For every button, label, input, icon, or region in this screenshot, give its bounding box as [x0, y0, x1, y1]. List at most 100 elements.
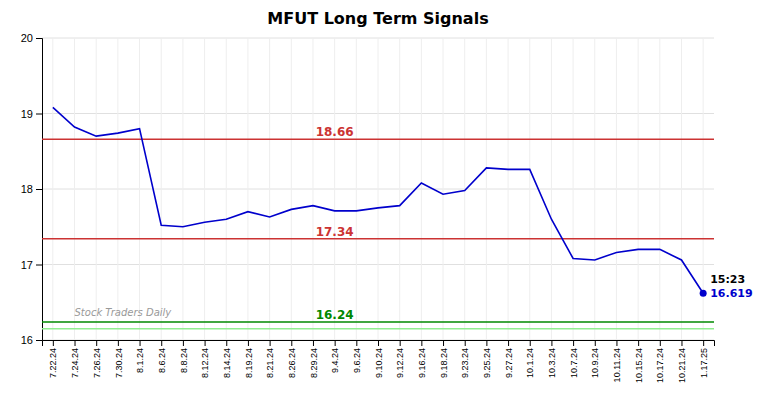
grid-line-x	[638, 38, 639, 340]
tick-label: 16	[21, 334, 33, 346]
grid-line-x	[247, 38, 248, 340]
grid-line-x	[139, 38, 140, 340]
data-line	[53, 107, 703, 293]
tick-mark	[421, 340, 422, 346]
tick-mark	[140, 340, 141, 346]
tick-mark	[226, 340, 227, 346]
tick-mark	[551, 340, 552, 346]
tick-label: 9.6.24	[352, 348, 362, 373]
tick-label: 17	[21, 259, 33, 271]
grid-line-x	[161, 38, 162, 340]
x-tick: 10.7.24	[569, 340, 579, 378]
tick-label: 9.12.24	[395, 348, 405, 378]
point-annotation: 16.619	[710, 287, 752, 300]
chart: 16 17 18 19 20 7.22.24 7.24.24 7.26.24 7.30.24 8.…	[0, 0, 784, 398]
tick-mark	[465, 340, 466, 346]
tick-mark	[161, 340, 162, 346]
tick-label: 9.16.24	[417, 348, 427, 378]
tick-mark	[36, 265, 42, 266]
grid-line-x	[117, 38, 118, 340]
tick-mark	[616, 340, 617, 346]
x-axis: 7.22.24 7.24.24 7.26.24 7.30.24 8.1.24 8.6.24…	[43, 340, 715, 383]
tick-mark	[36, 340, 42, 341]
x-tick: 9.27.24	[504, 340, 514, 378]
grid-line-x	[573, 38, 574, 340]
tick-label: 8.29.24	[309, 348, 319, 378]
tick-label: 7.22.24	[48, 348, 58, 378]
grid-line-x	[616, 38, 617, 340]
tick-label: 10.11.24	[612, 348, 622, 382]
grid-line-x	[356, 38, 357, 340]
reference-line	[42, 321, 714, 323]
grid-line-x	[378, 38, 379, 340]
y-tick: 20	[21, 32, 42, 44]
reference-line	[42, 238, 714, 240]
x-tick: 8.6.24	[157, 340, 167, 373]
y-tick: 18	[21, 183, 42, 195]
tick-label: 8.8.24	[179, 348, 189, 373]
tick-mark	[75, 340, 76, 346]
x-tick: 8.29.24	[309, 340, 319, 378]
axis-domain	[43, 341, 715, 347]
y-axis: 16 17 18 19 20	[21, 32, 43, 346]
x-tick: 9.12.24	[395, 340, 405, 378]
tick-label: 8.14.24	[222, 348, 232, 378]
tick-label: 10.9.24	[590, 348, 600, 378]
x-tick: 9.25.24	[482, 340, 492, 378]
tick-label: 20	[21, 32, 33, 44]
tick-label: 10.21.24	[677, 348, 687, 383]
tick-mark	[118, 340, 119, 346]
x-tick: 8.8.24	[179, 340, 189, 373]
grid-line-x	[421, 38, 422, 340]
tick-mark	[400, 340, 401, 346]
tick-label: 9.4.24	[330, 348, 340, 373]
reference-label: 17.34	[316, 225, 354, 239]
x-tick: 8.1.24	[135, 340, 145, 373]
tick-mark	[36, 114, 42, 115]
x-tick: 9.23.24	[460, 340, 470, 378]
tick-mark	[183, 340, 184, 346]
x-tick: 10.1.24	[525, 340, 535, 378]
tick-mark	[205, 340, 206, 346]
tick-mark	[313, 340, 314, 346]
x-tick: 7.26.24	[92, 340, 102, 378]
tick-label: 9.25.24	[482, 348, 492, 378]
tick-mark	[681, 340, 682, 346]
grid-line-x	[226, 38, 227, 340]
tick-label: 10.3.24	[547, 348, 557, 378]
tick-label: 10.1.24	[525, 348, 535, 378]
tick-label: 8.12.24	[200, 348, 210, 378]
tick-label: 10.17.24	[655, 348, 665, 383]
tick-label: 1.17.25	[699, 348, 709, 378]
grid	[42, 38, 714, 340]
x-tick: 9.10.24	[374, 340, 384, 378]
watermark: Stock Traders Daily	[75, 307, 173, 318]
grid-line-x	[96, 38, 97, 340]
grid-line-x	[334, 38, 335, 340]
tick-mark	[356, 340, 357, 346]
tick-label: 8.26.24	[287, 348, 297, 378]
reference-line	[42, 328, 714, 330]
y-tick: 16	[21, 334, 42, 346]
tick-label: 7.24.24	[70, 348, 80, 378]
grid-line-x	[659, 38, 660, 340]
tick-mark	[703, 340, 704, 346]
title: MFUT Long Term Signals	[267, 9, 488, 28]
tick-label: 8.19.24	[244, 348, 254, 378]
tick-mark	[378, 340, 379, 346]
x-tick: 10.11.24	[612, 340, 622, 382]
reference-label: 16.24	[316, 308, 354, 322]
tick-label: 8.21.24	[265, 348, 275, 378]
tick-mark	[248, 340, 249, 346]
tick-mark	[660, 340, 661, 346]
grid-line-x	[551, 38, 552, 340]
x-tick: 10.21.24	[677, 340, 687, 383]
tick-label: 7.30.24	[114, 348, 124, 378]
tick-label: 8.6.24	[157, 348, 167, 373]
tick-label: 19	[21, 108, 33, 120]
tick-label: 9.23.24	[460, 348, 470, 378]
grid-line-x	[399, 38, 400, 340]
labels: 18.6617.3416.2415:2316.619Stock Traders …	[75, 125, 753, 322]
grid-line-x	[52, 38, 53, 340]
tick-mark	[270, 340, 271, 346]
